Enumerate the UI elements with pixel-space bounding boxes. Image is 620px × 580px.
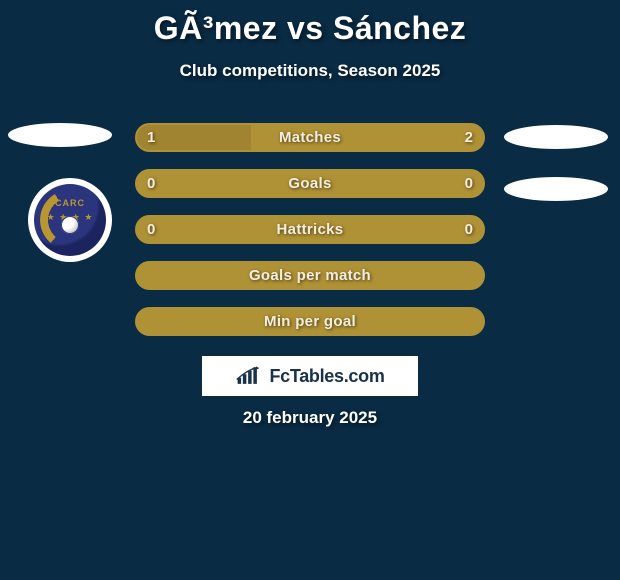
club-badge: CARC ★ ★ ★ ★	[28, 178, 112, 262]
stat-row: 0Goals0	[135, 169, 485, 198]
stat-row: Min per goal	[135, 307, 485, 336]
stat-right-value: 2	[465, 125, 473, 150]
stat-rows: 1Matches20Goals00Hattricks0Goals per mat…	[135, 123, 485, 353]
stat-label: Hattricks	[137, 217, 483, 242]
brand-text: FcTables.com	[269, 366, 384, 387]
date-text: 20 february 2025	[0, 408, 620, 428]
bar-chart-icon	[235, 365, 263, 387]
stat-row: Goals per match	[135, 261, 485, 290]
club-badge-text: CARC	[34, 198, 106, 208]
stat-label: Matches	[137, 125, 483, 150]
player-left-placeholder	[8, 123, 112, 147]
player-right-placeholder-2	[504, 177, 608, 201]
stat-label: Goals	[137, 171, 483, 196]
soccer-ball-icon	[61, 216, 79, 234]
stat-right-value: 0	[465, 171, 473, 196]
brand-badge: FcTables.com	[202, 356, 418, 396]
page-title: GÃ³mez vs Sánchez	[0, 0, 620, 47]
stat-row: 1Matches2	[135, 123, 485, 152]
stat-right-value: 0	[465, 217, 473, 242]
stat-label: Goals per match	[137, 263, 483, 288]
stat-label: Min per goal	[137, 309, 483, 334]
stat-row: 0Hattricks0	[135, 215, 485, 244]
subtitle: Club competitions, Season 2025	[0, 61, 620, 81]
player-right-placeholder-1	[504, 125, 608, 149]
